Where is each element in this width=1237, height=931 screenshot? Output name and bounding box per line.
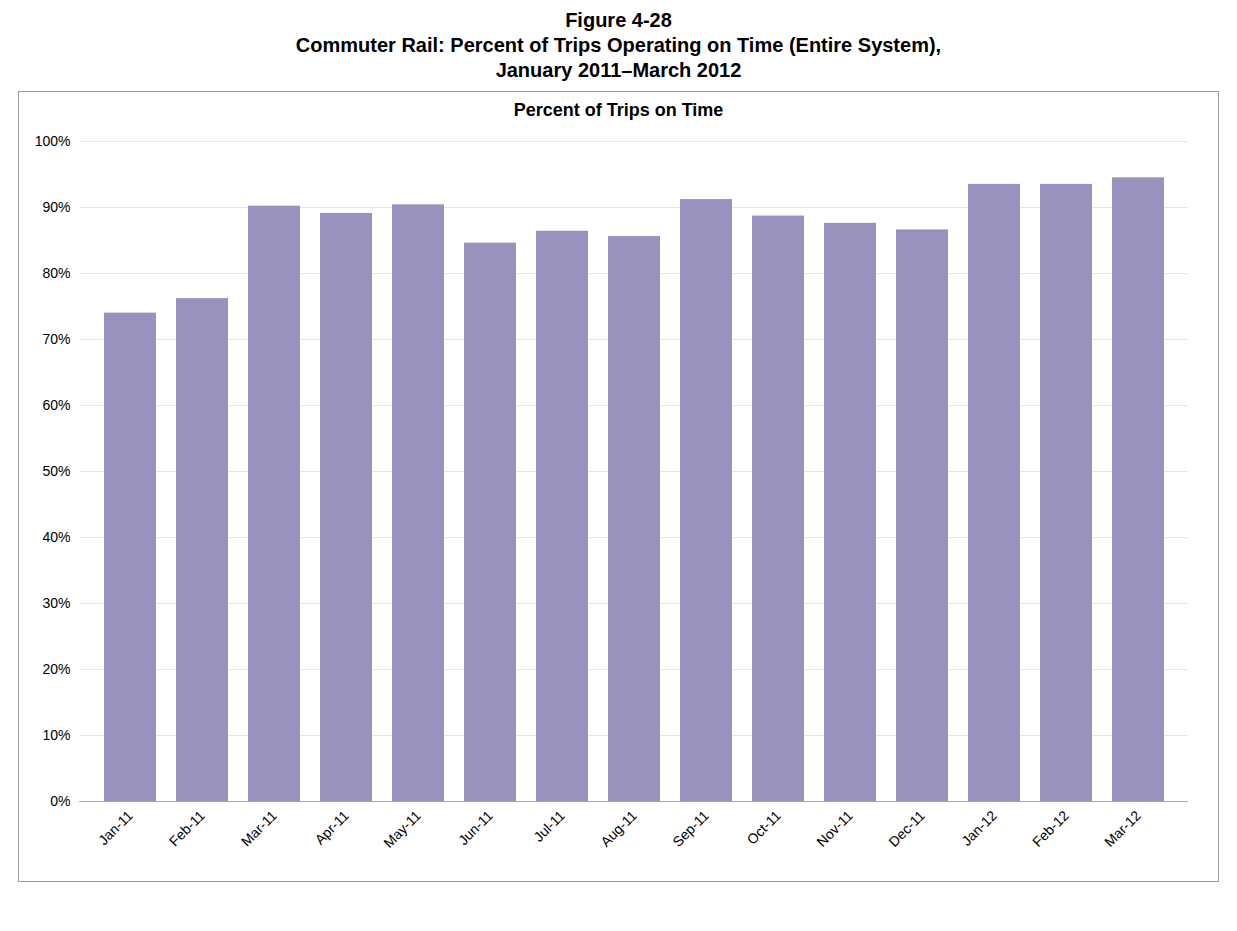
svg-text:10%: 10% [42,727,70,743]
svg-text:50%: 50% [42,463,70,479]
html-text:Figure 4-28: Figure 4-28 [565,9,672,31]
svg-text:Aug-11: Aug-11 [597,807,640,850]
svg-text:Jan-11: Jan-11 [95,807,136,848]
svg-text:90%: 90% [42,199,70,215]
svg-text:40%: 40% [42,529,70,545]
svg-text:Mar-11: Mar-11 [238,807,280,849]
svg-text:Sep-11: Sep-11 [669,807,712,850]
svg-text:Dec-11: Dec-11 [885,807,928,850]
svg-text:60%: 60% [42,397,70,413]
svg-text:Mar-12: Mar-12 [1101,807,1144,850]
svg-text:30%: 30% [42,595,70,611]
svg-text:20%: 20% [42,661,70,677]
svg-text:Nov-11: Nov-11 [813,807,856,850]
svg-text:Jan-12: Jan-12 [958,807,1000,849]
svg-text:Jul-11: Jul-11 [530,807,568,845]
html-text:Percent of Trips on Time: Percent of Trips on Time [513,100,724,120]
svg-text:0%: 0% [50,793,70,809]
svg-text:Feb-12: Feb-12 [1029,807,1072,850]
svg-text:May-11: May-11 [380,807,424,851]
html-text:Commuter Rail: Percent of Trip: Commuter Rail: Percent of Trips Operatin… [295,34,942,56]
svg-text:Oct-11: Oct-11 [743,807,783,847]
svg-text:Jun-11: Jun-11 [455,807,496,848]
html-text:January 2011–March 2012: January 2011–March 2012 [495,59,742,81]
svg-text:70%: 70% [42,331,70,347]
svg-text:Feb-11: Feb-11 [166,807,208,849]
svg-text:100%: 100% [35,133,71,149]
svg-text:80%: 80% [42,265,70,281]
svg-text:Apr-11: Apr-11 [311,807,351,847]
